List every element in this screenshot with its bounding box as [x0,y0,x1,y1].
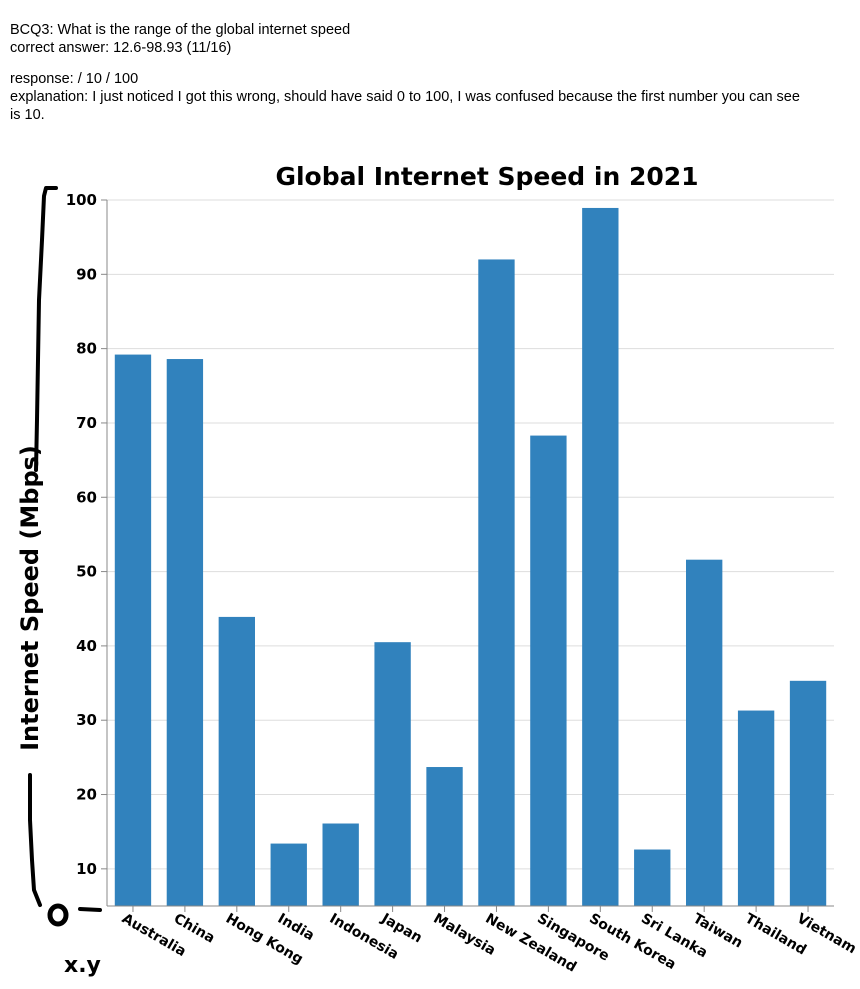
response-text: response: / 10 / 100 [10,71,139,87]
y-axis-title: Internet Speed (Mbps) [16,445,44,751]
handwritten-scribble: x.y [28,186,102,978]
bar-new-zealand [478,259,515,906]
bar-indonesia [322,823,359,906]
bar-vietnam [789,680,827,906]
scribble-dash [78,907,102,912]
bar-south-korea [582,207,619,906]
scribble-bottom-stroke [28,773,42,907]
bar-taiwan [686,559,723,906]
y-tick-label: 40 [76,637,97,655]
explanation-text: explanation: I just noticed I got this w… [10,89,800,123]
correct-answer-text: correct answer: 12.6-98.93 (11/16) [10,40,232,56]
bar-thailand [737,710,775,906]
scribble-zero [47,903,69,927]
bars [114,207,827,907]
chart-title: Global Internet Speed in 2021 [275,162,698,191]
y-tick-label: 10 [76,860,97,878]
y-tick-label: 30 [76,711,97,729]
bar-australia [114,354,152,906]
scribble-top-stroke [34,186,58,472]
y-tick-label: 90 [76,265,97,283]
question-text: BCQ3: What is the range of the global in… [10,22,351,38]
bar-india [270,843,307,906]
y-tick-label: 70 [76,414,97,432]
y-tick-label: 50 [76,563,97,581]
bar-singapore [530,435,567,906]
y-tick-label: 100 [66,191,97,209]
bar-hong-kong [218,616,255,906]
x-tick-label: New Zealand [482,911,579,976]
bar-malaysia [426,767,463,906]
bar-china [166,359,204,907]
y-tick-label: 20 [76,786,97,804]
handwritten-annotation: x.y [64,953,101,978]
annotation-notes: BCQ3: What is the range of the global in… [10,21,800,124]
bar-sri-lanka [634,849,671,906]
x-tick-label: South Korea [586,911,678,973]
gridlines [107,199,834,870]
bar-japan [374,642,411,906]
y-tick-label: 80 [76,340,97,358]
y-tick-label: 60 [76,488,97,506]
